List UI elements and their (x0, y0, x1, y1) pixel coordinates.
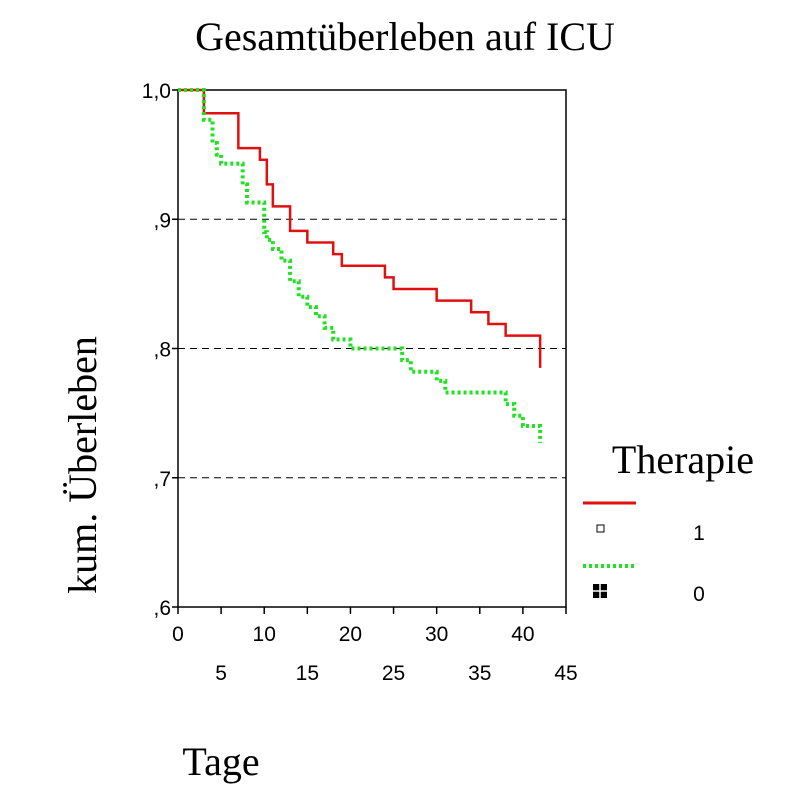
axis-ticks: ,6 ,7 ,8 ,9 1,0 0 10 20 30 40 5 15 25 35 45 (142, 80, 578, 685)
x-tick-label: 20 (339, 623, 362, 646)
x-tick-label: 10 (253, 623, 276, 646)
legend: Therapie 1 0 (583, 437, 754, 606)
x-tick-label: 35 (468, 662, 491, 685)
x-tick-label: 15 (296, 662, 319, 685)
x-axis-label: Tage (182, 739, 259, 784)
y-tick-label: ,9 (153, 209, 171, 232)
legend-label-series-1: 1 (693, 522, 705, 545)
series-line-1 (178, 88, 542, 368)
legend-label-series-0: 0 (693, 583, 705, 606)
y-tick-label: 1,0 (142, 80, 171, 103)
legend-marker-series-0 (593, 584, 607, 598)
x-tick-label: 25 (382, 662, 405, 685)
x-tick-label: 45 (554, 662, 577, 685)
y-tick-label: ,7 (153, 468, 171, 491)
y-axis-label: kum. Überleben (60, 336, 105, 594)
series-line-0 (178, 88, 543, 443)
legend-marker-series-1 (596, 524, 605, 533)
x-tick-label: 40 (511, 623, 534, 646)
x-tick-label: 5 (215, 662, 227, 685)
y-tick-label: ,8 (153, 339, 171, 362)
series-lines (178, 88, 543, 443)
x-tick-label: 0 (172, 623, 184, 646)
legend-title: Therapie (612, 437, 754, 482)
y-tick-label: ,6 (153, 597, 171, 620)
x-tick-label: 30 (425, 623, 448, 646)
chart-title: Gesamtüberleben auf ICU (195, 14, 615, 59)
